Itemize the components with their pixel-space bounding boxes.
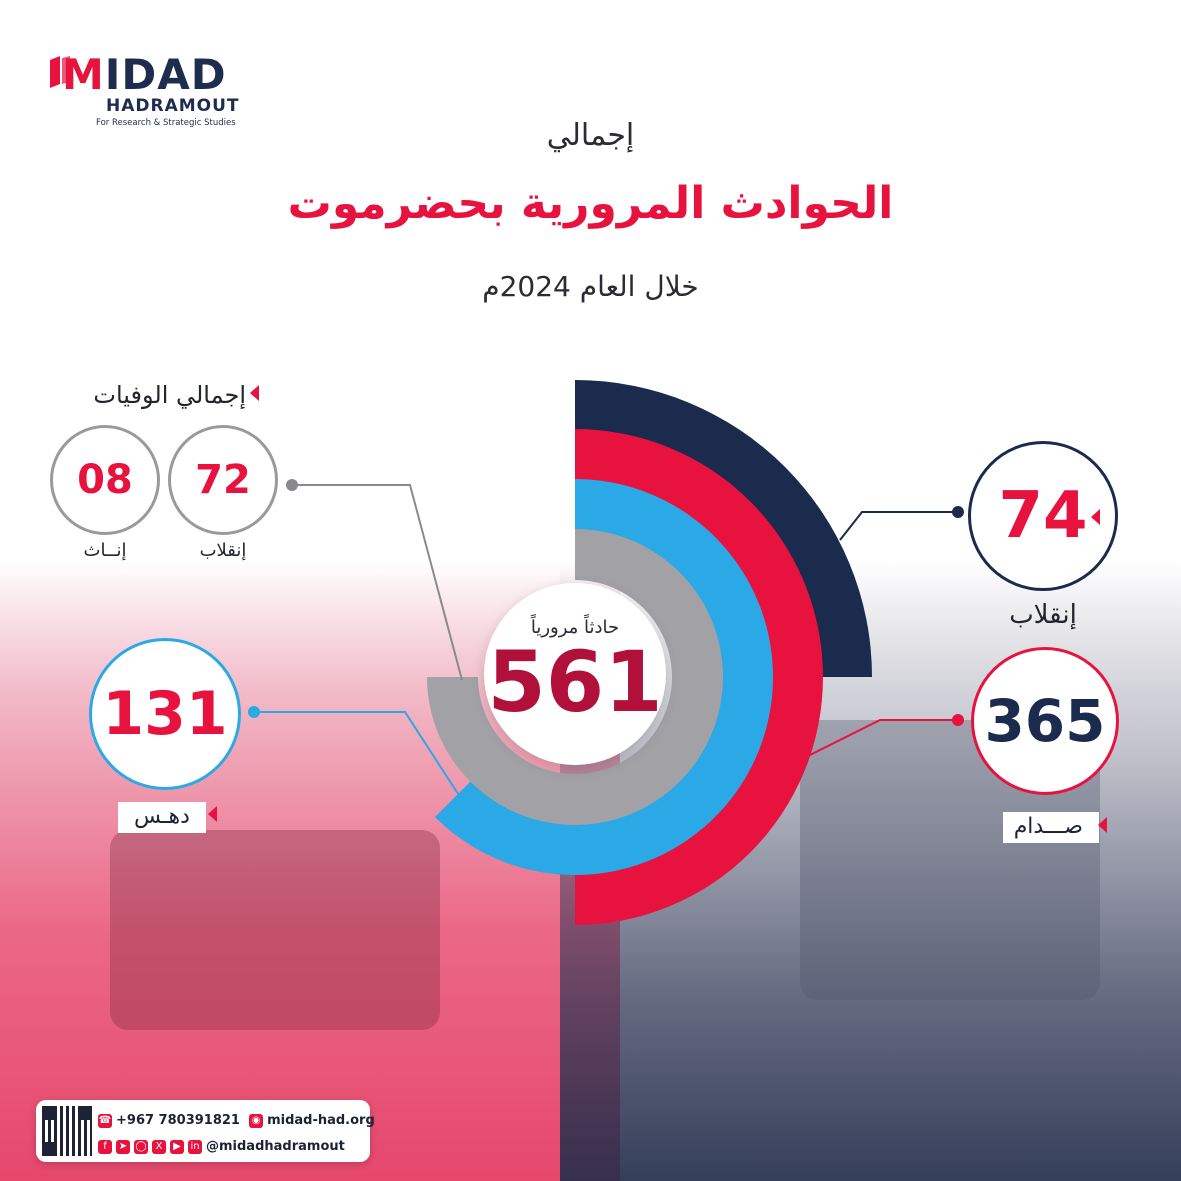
collision-marker-icon bbox=[1098, 817, 1107, 833]
telegram-icon[interactable]: ➤ bbox=[116, 1139, 130, 1154]
contact-phone[interactable]: +967 780391821 bbox=[116, 1113, 240, 1128]
connector-overturn bbox=[839, 511, 958, 541]
contact-card: ☎ +967 780391821 ◉ midad-had.org f ➤ ◯ X ▶ in @m… bbox=[36, 1100, 375, 1162]
ring-overturn bbox=[575, 380, 872, 677]
facebook-icon[interactable]: f bbox=[98, 1139, 112, 1154]
deaths-female-circle: 08 bbox=[50, 425, 160, 535]
main-title: الحوادث المرورية بحضرموت bbox=[287, 178, 894, 229]
instagram-icon[interactable]: ◯ bbox=[134, 1139, 148, 1154]
contact-handle[interactable]: @midadhadramout bbox=[206, 1139, 345, 1154]
pre-title: إجمالي bbox=[546, 118, 635, 153]
contact-row-top: ☎ +967 780391821 ◉ midad-had.org bbox=[98, 1110, 375, 1129]
total-caption: حادثاً مرورياً bbox=[530, 616, 620, 638]
deaths-title: إجمالي الوفيات bbox=[93, 381, 246, 409]
contact-row-bottom: f ➤ ◯ X ▶ in @midadhadramout bbox=[98, 1136, 345, 1155]
overturn-count: 74 bbox=[998, 479, 1088, 553]
globe-icon: ◉ bbox=[249, 1113, 264, 1128]
youtube-icon[interactable]: ▶ bbox=[170, 1139, 184, 1154]
brand-name: MIDAD bbox=[62, 50, 227, 99]
deaths-overturn-count: 72 bbox=[195, 457, 251, 503]
wrecked-car-photo-left bbox=[110, 830, 440, 1030]
book-pages-icon bbox=[50, 56, 70, 88]
runover-tag: دهـس bbox=[118, 802, 206, 833]
connector-collision bbox=[789, 719, 958, 766]
deaths-female-count: 08 bbox=[77, 457, 133, 503]
deaths-female-label: إنــاث bbox=[83, 540, 127, 561]
connector-deaths bbox=[292, 484, 463, 681]
total-circle: حادثاً مرورياً 561 bbox=[484, 583, 666, 765]
contact-website[interactable]: midad-had.org bbox=[267, 1113, 375, 1128]
overturn-marker-icon bbox=[1091, 509, 1100, 525]
deaths-overturn-label: إنقلاب bbox=[199, 540, 247, 561]
runover-count-circle: 131 bbox=[89, 638, 241, 790]
subtitle: خلال العام 2024م bbox=[482, 270, 699, 303]
collision-tag: صـــدام bbox=[1003, 812, 1099, 843]
deaths-marker-icon bbox=[250, 385, 259, 401]
brand-region: HADRAMOUT bbox=[106, 96, 240, 116]
ring-collision bbox=[575, 429, 823, 925]
qr-code-icon bbox=[42, 1106, 92, 1156]
runover-count: 131 bbox=[102, 679, 228, 749]
brand-tagline: For Research & Strategic Studies bbox=[96, 118, 236, 128]
connector-dot-runover bbox=[248, 706, 260, 718]
deaths-overturn-circle: 72 bbox=[168, 425, 278, 535]
total-value: 561 bbox=[487, 632, 663, 731]
ring-inner bbox=[427, 529, 723, 825]
connector-dot-deaths bbox=[286, 479, 298, 491]
collision-count: 365 bbox=[984, 687, 1106, 755]
overturn-label: إنقلاب bbox=[1009, 600, 1077, 630]
linkedin-icon[interactable]: in bbox=[188, 1139, 202, 1154]
connector-dot-overturn bbox=[952, 506, 964, 518]
connector-runover bbox=[254, 711, 463, 801]
ring-runover bbox=[434, 479, 773, 875]
collision-count-circle: 365 bbox=[971, 647, 1119, 795]
x-icon[interactable]: X bbox=[152, 1139, 166, 1154]
phone-icon: ☎ bbox=[98, 1113, 112, 1128]
connector-dot-collision bbox=[952, 714, 964, 726]
runover-marker-icon bbox=[208, 806, 217, 822]
